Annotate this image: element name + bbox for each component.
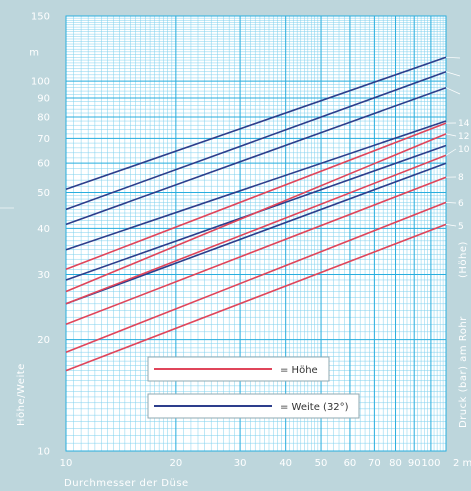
pressure-leader-line	[445, 202, 457, 204]
pressure-label: 12	[458, 132, 469, 142]
right-axis-title-top: (Höhe)	[458, 241, 469, 278]
y-tick-label: 20	[37, 335, 50, 346]
series-line-hoehe	[65, 176, 447, 326]
series-line-weite	[65, 56, 447, 191]
x-tick-label: 30	[234, 458, 247, 469]
x-tick-label: 90	[408, 458, 421, 469]
y-tick-label: 90	[37, 94, 50, 105]
x-tick-label: 100	[421, 458, 440, 469]
y-tick-label: 150	[31, 12, 50, 23]
plot-border	[65, 15, 447, 452]
series-line-weite	[65, 86, 447, 226]
pressure-leader-line	[445, 148, 457, 156]
x-unit-label: 2 m	[453, 458, 471, 469]
x-tick-label: 60	[344, 458, 357, 469]
series-line-weite	[65, 162, 447, 305]
series-line-weite	[65, 71, 447, 211]
y-tick-label: 100	[31, 77, 50, 88]
weite-leader-line	[445, 56, 461, 59]
series-line-hoehe	[65, 154, 447, 305]
series-line-weite	[65, 120, 447, 251]
y-tick-label: 40	[37, 224, 50, 235]
y-tick-label: 70	[37, 134, 50, 145]
series-line-hoehe	[65, 201, 447, 353]
series-line-hoehe	[65, 223, 447, 372]
series-line-hoehe	[65, 133, 447, 293]
x-tick-label: 70	[368, 458, 381, 469]
y-axis-title: Höhe/Weite	[16, 363, 27, 426]
x-tick-label: 10	[60, 458, 73, 469]
x-tick-label: 20	[169, 458, 182, 469]
x-tick-label: 40	[279, 458, 292, 469]
x-tick-label: 80	[389, 458, 402, 469]
pressure-label: 14	[458, 119, 470, 129]
y-tick-label: 10	[37, 447, 50, 458]
y-tick-label: 80	[37, 112, 50, 123]
pressure-leader-line	[445, 133, 457, 137]
right-axis-title: Druck (bar) am Rohr	[458, 316, 469, 428]
x-axis-title: Durchmesser der Düse	[64, 478, 189, 489]
pressure-leader-line	[445, 224, 457, 227]
legend-label: = Höhe	[280, 365, 318, 376]
x-tick-label: 50	[315, 458, 328, 469]
y-tick-label: 60	[37, 159, 50, 170]
pressure-label: 6	[458, 199, 464, 209]
pressure-label: 5	[458, 222, 464, 232]
pressure-label: 8	[458, 173, 464, 183]
weite-leader-line	[445, 87, 461, 95]
legend-label: = Weite (32°)	[280, 402, 349, 413]
y-tick-label: 50	[37, 188, 50, 199]
series-line-hoehe	[65, 122, 447, 271]
y-tick-label: 30	[37, 270, 50, 281]
weite-leader-line	[445, 71, 461, 77]
pressure-label: 10	[458, 145, 470, 155]
y-unit-label: m	[29, 47, 39, 58]
